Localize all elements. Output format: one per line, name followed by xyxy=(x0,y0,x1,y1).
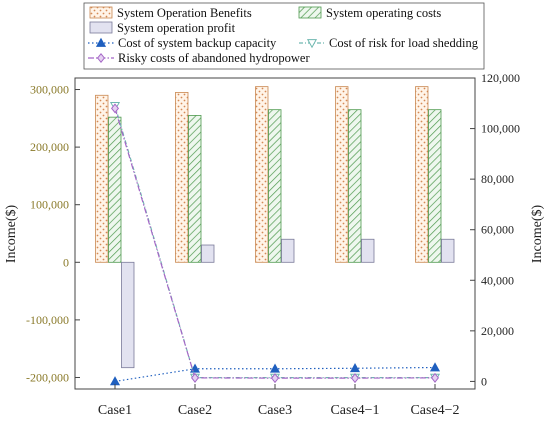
bar-costs xyxy=(108,116,122,263)
series-1-point xyxy=(429,362,441,372)
series-3-point xyxy=(190,372,200,383)
bar-profit xyxy=(121,261,135,369)
x-tick-label: Case4−2 xyxy=(410,403,459,418)
legend-swatch xyxy=(298,6,322,19)
bar-profit xyxy=(361,238,375,263)
bar-profit xyxy=(201,244,215,263)
series-1-point xyxy=(349,363,361,373)
legend-label: Risky costs of abandoned hydropower xyxy=(118,51,310,65)
series-3-point xyxy=(350,373,360,384)
bar-costs xyxy=(268,109,282,263)
legend-marker xyxy=(96,52,106,64)
y-axis-label-left: Income($) xyxy=(4,205,19,264)
axes-layer: -200,000 -100,000 0 100,000 200,000 300,000 0 2… xyxy=(26,71,520,418)
series-3-point xyxy=(270,373,280,384)
y-right-tick-label: 20,000 xyxy=(481,324,514,338)
y-right-tick-label: 120,000 xyxy=(481,71,520,85)
bar-costs xyxy=(188,115,202,263)
bar-profit xyxy=(441,238,455,263)
y-left-tick-label: 0 xyxy=(63,255,69,269)
y-left-tick-label: 200,000 xyxy=(30,140,69,154)
x-tick-label: Case2 xyxy=(178,403,212,418)
y-left-tick-label: 100,000 xyxy=(30,198,69,212)
y-left-tick-label: -200,000 xyxy=(26,370,69,384)
bar-benefits xyxy=(335,86,349,263)
series-3-point xyxy=(110,103,120,114)
y-right-tick-label: 40,000 xyxy=(481,273,514,287)
bar-profit xyxy=(281,238,295,263)
legend-swatch xyxy=(89,21,113,34)
series-1-point xyxy=(269,363,281,373)
x-tick-label: Case1 xyxy=(98,403,132,418)
y-right-tick-label: 80,000 xyxy=(481,172,514,186)
legend-label: System operation profit xyxy=(117,21,236,35)
legend-label: Cost of system backup capacity xyxy=(118,36,277,50)
y-axis-label-right: Income($) xyxy=(530,205,545,264)
legend-label: System Operation Benefits xyxy=(117,6,252,20)
y-right-tick-label: 100,000 xyxy=(481,122,520,136)
series-1-point xyxy=(109,376,121,386)
y-left-tick-label: -100,000 xyxy=(26,313,69,327)
bar-costs xyxy=(348,109,362,263)
y-left-tick-label: 300,000 xyxy=(30,83,69,97)
series-3-point xyxy=(430,372,440,383)
legend-label: System operating costs xyxy=(326,6,441,20)
bar-layer xyxy=(95,86,455,369)
legend-label: Cost of risk for load shedding xyxy=(329,36,479,50)
line-layer xyxy=(95,37,441,386)
legend-marker xyxy=(306,39,318,49)
x-tick-label: Case3 xyxy=(258,403,292,418)
bar-benefits xyxy=(255,86,269,263)
y-right-tick-label: 0 xyxy=(481,374,487,388)
bar-benefits xyxy=(175,91,189,263)
x-tick-label: Case4−1 xyxy=(330,403,379,418)
bar-benefits xyxy=(415,86,429,263)
legend-box xyxy=(83,2,485,70)
bar-costs xyxy=(428,109,442,263)
legend: System Operation Benefits System operatin… xyxy=(83,2,485,70)
y-right-tick-label: 60,000 xyxy=(481,223,514,237)
legend-marker xyxy=(95,37,107,47)
bar-benefits xyxy=(95,94,109,263)
legend-swatch xyxy=(89,6,113,19)
